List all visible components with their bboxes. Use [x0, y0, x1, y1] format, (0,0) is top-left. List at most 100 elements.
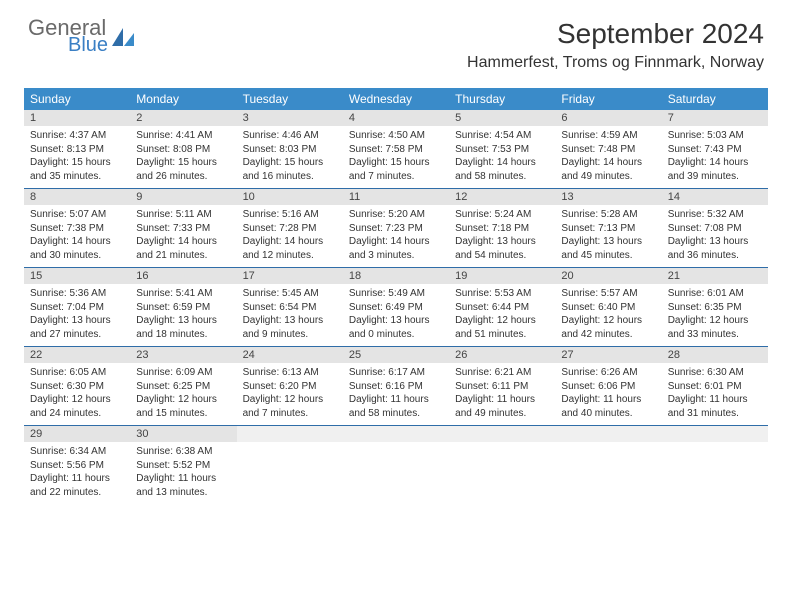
- info-line: Sunrise: 5:32 AM: [668, 208, 762, 222]
- info-line: Sunset: 7:28 PM: [243, 222, 337, 236]
- info-line: Daylight: 12 hours: [136, 393, 230, 407]
- info-line: and 26 minutes.: [136, 170, 230, 184]
- info-line: Daylight: 14 hours: [561, 156, 655, 170]
- day-number: 6: [555, 110, 661, 126]
- weeks-container: 1Sunrise: 4:37 AMSunset: 8:13 PMDaylight…: [24, 110, 768, 504]
- title-block: September 2024 Hammerfest, Troms og Finn…: [467, 18, 764, 72]
- location: Hammerfest, Troms og Finnmark, Norway: [467, 54, 764, 72]
- info-line: Daylight: 14 hours: [668, 156, 762, 170]
- week-row: 1Sunrise: 4:37 AMSunset: 8:13 PMDaylight…: [24, 110, 768, 189]
- info-line: Daylight: 13 hours: [455, 235, 549, 249]
- info-line: Daylight: 13 hours: [136, 314, 230, 328]
- info-line: and 39 minutes.: [668, 170, 762, 184]
- info-line: Sunrise: 5:11 AM: [136, 208, 230, 222]
- info-line: Sunset: 7:04 PM: [30, 301, 124, 315]
- day-cell: 8Sunrise: 5:07 AMSunset: 7:38 PMDaylight…: [24, 189, 130, 267]
- day-label-mon: Monday: [130, 88, 236, 110]
- info-line: Sunset: 6:35 PM: [668, 301, 762, 315]
- day-info: Sunrise: 6:17 AMSunset: 6:16 PMDaylight:…: [343, 363, 449, 424]
- info-line: Daylight: 11 hours: [30, 472, 124, 486]
- day-label-sat: Saturday: [662, 88, 768, 110]
- info-line: Sunset: 7:53 PM: [455, 143, 549, 157]
- info-line: and 49 minutes.: [561, 170, 655, 184]
- info-line: Sunrise: 5:57 AM: [561, 287, 655, 301]
- day-cell: [237, 426, 343, 504]
- day-cell: 4Sunrise: 4:50 AMSunset: 7:58 PMDaylight…: [343, 110, 449, 188]
- day-number: [555, 426, 661, 442]
- day-cell: 27Sunrise: 6:26 AMSunset: 6:06 PMDayligh…: [555, 347, 661, 425]
- info-line: Sunrise: 6:21 AM: [455, 366, 549, 380]
- day-info: Sunrise: 6:13 AMSunset: 6:20 PMDaylight:…: [237, 363, 343, 424]
- logo-sail-icon: [112, 28, 134, 46]
- info-line: Sunrise: 5:28 AM: [561, 208, 655, 222]
- info-line: and 35 minutes.: [30, 170, 124, 184]
- info-line: Daylight: 14 hours: [349, 235, 443, 249]
- info-line: Sunrise: 4:59 AM: [561, 129, 655, 143]
- day-number: [237, 426, 343, 442]
- info-line: Sunrise: 6:05 AM: [30, 366, 124, 380]
- info-line: and 7 minutes.: [243, 407, 337, 421]
- info-line: Sunset: 7:18 PM: [455, 222, 549, 236]
- info-line: Daylight: 12 hours: [243, 393, 337, 407]
- day-info: Sunrise: 5:32 AMSunset: 7:08 PMDaylight:…: [662, 205, 768, 266]
- info-line: and 9 minutes.: [243, 328, 337, 342]
- info-line: Sunset: 6:20 PM: [243, 380, 337, 394]
- info-line: Sunrise: 5:20 AM: [349, 208, 443, 222]
- day-label-fri: Friday: [555, 88, 661, 110]
- day-number: 3: [237, 110, 343, 126]
- day-cell: 12Sunrise: 5:24 AMSunset: 7:18 PMDayligh…: [449, 189, 555, 267]
- info-line: and 49 minutes.: [455, 407, 549, 421]
- info-line: Daylight: 12 hours: [561, 314, 655, 328]
- day-cell: 25Sunrise: 6:17 AMSunset: 6:16 PMDayligh…: [343, 347, 449, 425]
- day-info: Sunrise: 4:54 AMSunset: 7:53 PMDaylight:…: [449, 126, 555, 187]
- info-line: Daylight: 11 hours: [349, 393, 443, 407]
- info-line: Daylight: 12 hours: [668, 314, 762, 328]
- info-line: Sunset: 6:25 PM: [136, 380, 230, 394]
- info-line: Sunrise: 5:41 AM: [136, 287, 230, 301]
- info-line: Sunrise: 6:17 AM: [349, 366, 443, 380]
- info-line: and 36 minutes.: [668, 249, 762, 263]
- info-line: Sunset: 7:58 PM: [349, 143, 443, 157]
- info-line: Daylight: 13 hours: [30, 314, 124, 328]
- info-line: and 22 minutes.: [30, 486, 124, 500]
- info-line: Sunrise: 4:37 AM: [30, 129, 124, 143]
- info-line: Daylight: 15 hours: [30, 156, 124, 170]
- day-cell: 6Sunrise: 4:59 AMSunset: 7:48 PMDaylight…: [555, 110, 661, 188]
- info-line: Sunrise: 6:38 AM: [136, 445, 230, 459]
- info-line: and 40 minutes.: [561, 407, 655, 421]
- info-line: and 27 minutes.: [30, 328, 124, 342]
- info-line: and 21 minutes.: [136, 249, 230, 263]
- day-cell: 3Sunrise: 4:46 AMSunset: 8:03 PMDaylight…: [237, 110, 343, 188]
- day-number: 25: [343, 347, 449, 363]
- info-line: Daylight: 14 hours: [136, 235, 230, 249]
- day-number: 20: [555, 268, 661, 284]
- info-line: and 15 minutes.: [136, 407, 230, 421]
- day-info: Sunrise: 5:20 AMSunset: 7:23 PMDaylight:…: [343, 205, 449, 266]
- day-number: 2: [130, 110, 236, 126]
- day-cell: 26Sunrise: 6:21 AMSunset: 6:11 PMDayligh…: [449, 347, 555, 425]
- info-line: Sunset: 5:56 PM: [30, 459, 124, 473]
- info-line: Daylight: 12 hours: [30, 393, 124, 407]
- day-number: 19: [449, 268, 555, 284]
- day-number: 17: [237, 268, 343, 284]
- info-line: and 0 minutes.: [349, 328, 443, 342]
- day-info: Sunrise: 5:03 AMSunset: 7:43 PMDaylight:…: [662, 126, 768, 187]
- day-number: 16: [130, 268, 236, 284]
- info-line: and 45 minutes.: [561, 249, 655, 263]
- day-number: [449, 426, 555, 442]
- day-info: Sunrise: 5:24 AMSunset: 7:18 PMDaylight:…: [449, 205, 555, 266]
- day-number: 18: [343, 268, 449, 284]
- day-cell: 21Sunrise: 6:01 AMSunset: 6:35 PMDayligh…: [662, 268, 768, 346]
- day-cell: [343, 426, 449, 504]
- info-line: Sunset: 7:43 PM: [668, 143, 762, 157]
- day-number: 9: [130, 189, 236, 205]
- info-line: Daylight: 11 hours: [455, 393, 549, 407]
- info-line: and 7 minutes.: [349, 170, 443, 184]
- info-line: Sunset: 7:23 PM: [349, 222, 443, 236]
- info-line: and 24 minutes.: [30, 407, 124, 421]
- day-number: 12: [449, 189, 555, 205]
- day-cell: 7Sunrise: 5:03 AMSunset: 7:43 PMDaylight…: [662, 110, 768, 188]
- info-line: Sunset: 7:33 PM: [136, 222, 230, 236]
- info-line: Sunrise: 5:49 AM: [349, 287, 443, 301]
- day-info: Sunrise: 5:28 AMSunset: 7:13 PMDaylight:…: [555, 205, 661, 266]
